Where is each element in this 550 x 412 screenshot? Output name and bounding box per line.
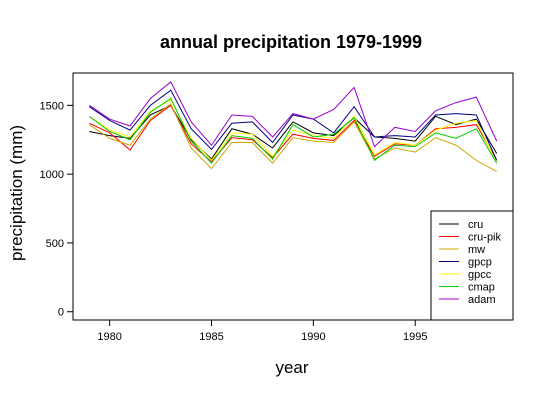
- series-line-cmap: [88, 97, 498, 164]
- x-tick-label: 1980: [97, 331, 121, 343]
- chart-title: annual precipitation 1979-1999: [160, 32, 422, 52]
- legend-label-cru-pik: cru-pik: [468, 232, 502, 244]
- legend-label-cmap: cmap: [468, 282, 495, 294]
- x-tick-label: 1985: [199, 331, 223, 343]
- y-tick-label: 1000: [40, 169, 64, 181]
- series-line-gpcc: [89, 99, 498, 164]
- legend-label-gpcp: gpcp: [468, 257, 492, 269]
- series-line-adam: [89, 81, 498, 148]
- y-tick-label: 1500: [40, 100, 64, 112]
- legend-label-gpcc: gpcc: [468, 269, 492, 281]
- series-line-gpcp: [89, 89, 498, 161]
- series-line-mw: [89, 103, 497, 172]
- chart-marks: 1980 1985 1990 1995 0 500 1000 1500 crucru-pikmw…: [40, 72, 514, 343]
- x-tick-label: 1995: [403, 331, 427, 343]
- y-tick-label: 0: [58, 307, 64, 319]
- legend-label-cru: cru: [468, 219, 483, 231]
- y-axis-label: precipitation (mm): [7, 125, 26, 261]
- series-line-cru-pik: [89, 104, 498, 163]
- y-tick-label: 500: [46, 238, 64, 250]
- series-line-cru: [89, 104, 498, 160]
- x-axis-label: year: [275, 358, 308, 377]
- legend-label-mw: mw: [468, 244, 485, 256]
- x-tick-label: 1990: [301, 331, 325, 343]
- plot-frame: [72, 72, 514, 321]
- legend-label-adam: adam: [468, 294, 496, 306]
- legend-box: [430, 210, 514, 321]
